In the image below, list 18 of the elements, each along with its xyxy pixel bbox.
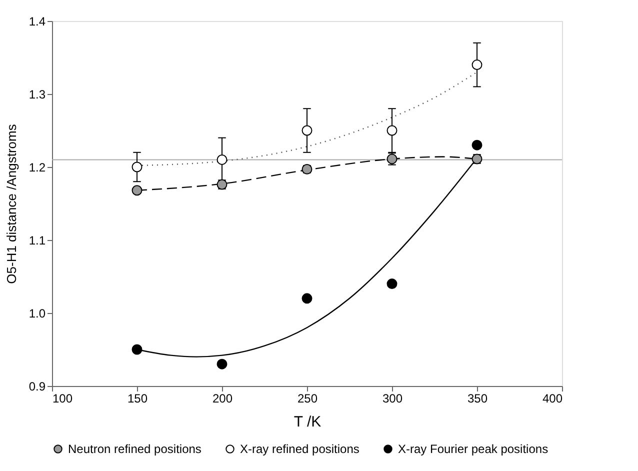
x-tick-label: 350 [467,392,488,406]
y-tick-label: 1.0 [28,306,46,320]
legend-label: Neutron refined positions [68,442,202,456]
y-tick-label: 1.4 [28,14,46,28]
y-axis-title: O5-H1 distance /Angstroms [4,124,19,284]
legend-label: X-ray refined positions [240,442,360,456]
x-axis-title: T /K [294,414,322,430]
y-tick-label: 1.2 [28,160,46,174]
x-tick-label: 250 [297,392,318,406]
x-tick-label: 200 [212,392,233,406]
x-tick-label: 300 [382,392,403,406]
legend-label: X-ray Fourier peak positions [398,442,548,456]
x-tick-label: 400 [542,392,563,406]
x-tick-label: 150 [127,392,148,406]
y-tick-label: 1.1 [28,234,46,248]
y-tick-label: 1.3 [28,88,46,102]
y-tick-label: 0.9 [28,380,46,394]
x-tick-label: 100 [52,392,73,406]
